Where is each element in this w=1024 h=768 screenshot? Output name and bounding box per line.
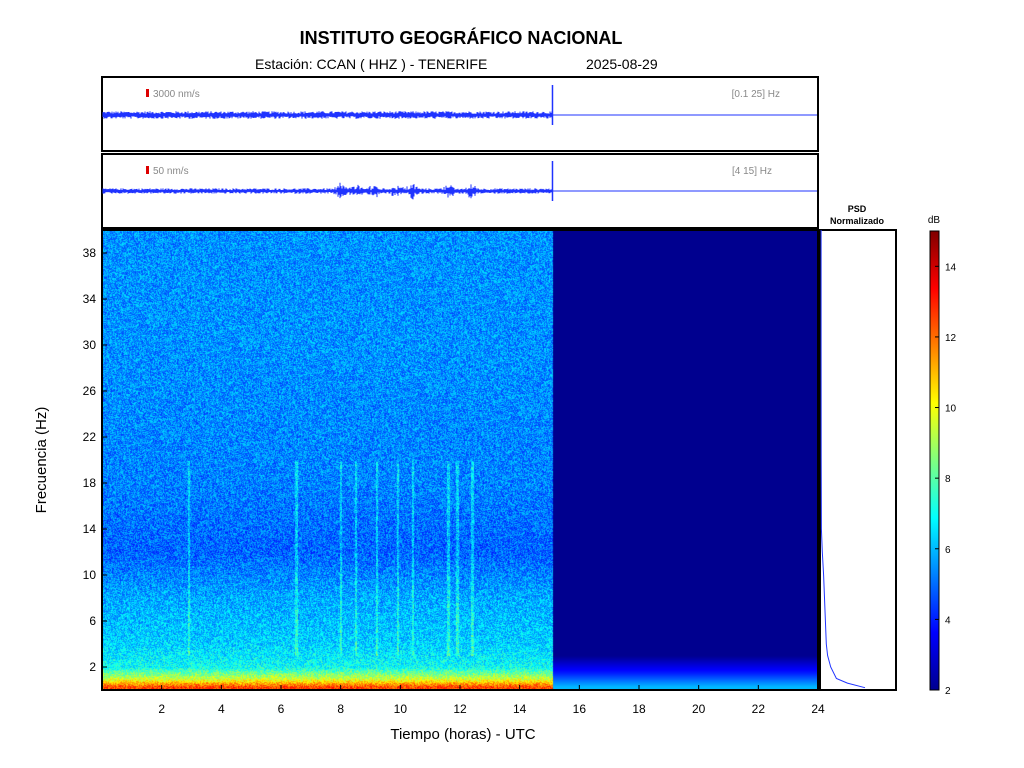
x-axis-ticks: 2 4 6 8 10 12 14 16 18 20 22 24 bbox=[158, 685, 825, 716]
y-tick-label: 18 bbox=[83, 476, 97, 490]
station-label: Estación: CCAN ( HHZ ) - TENERIFE bbox=[255, 56, 488, 72]
spectrogram-panel: 2 4 6 8 10 12 14 16 18 20 22 24 261014182226303438 … bbox=[33, 229, 825, 743]
y-tick-label: 26 bbox=[83, 384, 97, 398]
x-tick-label: 24 bbox=[811, 702, 825, 716]
y-tick-label: 6 bbox=[89, 614, 96, 628]
psd-panel: PSD Normalizado bbox=[819, 204, 897, 691]
panel2-scale-label: 50 nm/s bbox=[153, 166, 189, 177]
seismogram-broadband-panel: 3000 nm/s [0.1 25] Hz bbox=[101, 76, 819, 152]
panel1-scale-label: 3000 nm/s bbox=[153, 89, 200, 100]
panel1-band-label: [0.1 25] Hz bbox=[732, 89, 780, 100]
psd-curve bbox=[820, 230, 866, 689]
filtered-signal bbox=[102, 182, 553, 200]
filtered-trace bbox=[102, 161, 817, 201]
colorbar-tick-label: 6 bbox=[945, 545, 951, 556]
colorbar-tick-label: 4 bbox=[945, 615, 951, 626]
x-tick-label: 10 bbox=[394, 702, 408, 716]
x-tick-label: 2 bbox=[158, 702, 165, 716]
y-tick-label: 14 bbox=[83, 522, 97, 536]
broadband-signal bbox=[102, 111, 553, 119]
y-axis-label: Frecuencia (Hz) bbox=[33, 407, 50, 514]
x-tick-label: 6 bbox=[278, 702, 285, 716]
psd-title-line1: PSD bbox=[848, 204, 867, 214]
colorbar-ticks: 2 4 6 8 10 12 14 bbox=[935, 262, 957, 697]
colorbar-tick-label: 8 bbox=[945, 474, 951, 485]
y-tick-label: 22 bbox=[83, 430, 97, 444]
broadband-trace bbox=[102, 85, 817, 125]
date-label: 2025-08-29 bbox=[586, 56, 658, 72]
x-tick-label: 18 bbox=[632, 702, 646, 716]
colorbar-gradient bbox=[929, 230, 940, 691]
x-tick-label: 4 bbox=[218, 702, 225, 716]
x-tick-label: 12 bbox=[453, 702, 467, 716]
x-tick-label: 20 bbox=[692, 702, 706, 716]
y-tick-label: 2 bbox=[89, 660, 96, 674]
x-axis-label: Tiempo (horas) - UTC bbox=[390, 726, 535, 743]
panel2-scale-bar bbox=[146, 166, 149, 174]
y-tick-label: 38 bbox=[83, 246, 97, 260]
psd-frame bbox=[819, 229, 897, 691]
psd-title-line2: Normalizado bbox=[830, 216, 885, 226]
y-tick-label: 30 bbox=[83, 338, 97, 352]
seismogram-filtered-panel: 50 nm/s [4 15] Hz bbox=[101, 153, 819, 229]
panel2-band-label: [4 15] Hz bbox=[732, 166, 772, 177]
x-tick-label: 16 bbox=[573, 702, 587, 716]
colorbar-tick-label: 12 bbox=[945, 333, 957, 344]
colorbar-tick-label: 2 bbox=[945, 686, 951, 697]
colorbar-tick-label: 14 bbox=[945, 262, 957, 273]
x-tick-label: 22 bbox=[752, 702, 766, 716]
y-tick-label: 10 bbox=[83, 568, 97, 582]
page-title: INSTITUTO GEOGRÁFICO NACIONAL bbox=[299, 28, 623, 48]
x-tick-label: 8 bbox=[337, 702, 344, 716]
panel1-scale-bar bbox=[146, 89, 149, 97]
x-tick-label: 14 bbox=[513, 702, 527, 716]
y-tick-label: 34 bbox=[83, 292, 97, 306]
colorbar-unit: dB bbox=[928, 215, 941, 226]
colorbar-tick-label: 10 bbox=[945, 404, 957, 415]
spectrogram-image bbox=[102, 230, 818, 690]
colorbar: dB 2 4 6 8 10 12 14 bbox=[928, 215, 957, 697]
